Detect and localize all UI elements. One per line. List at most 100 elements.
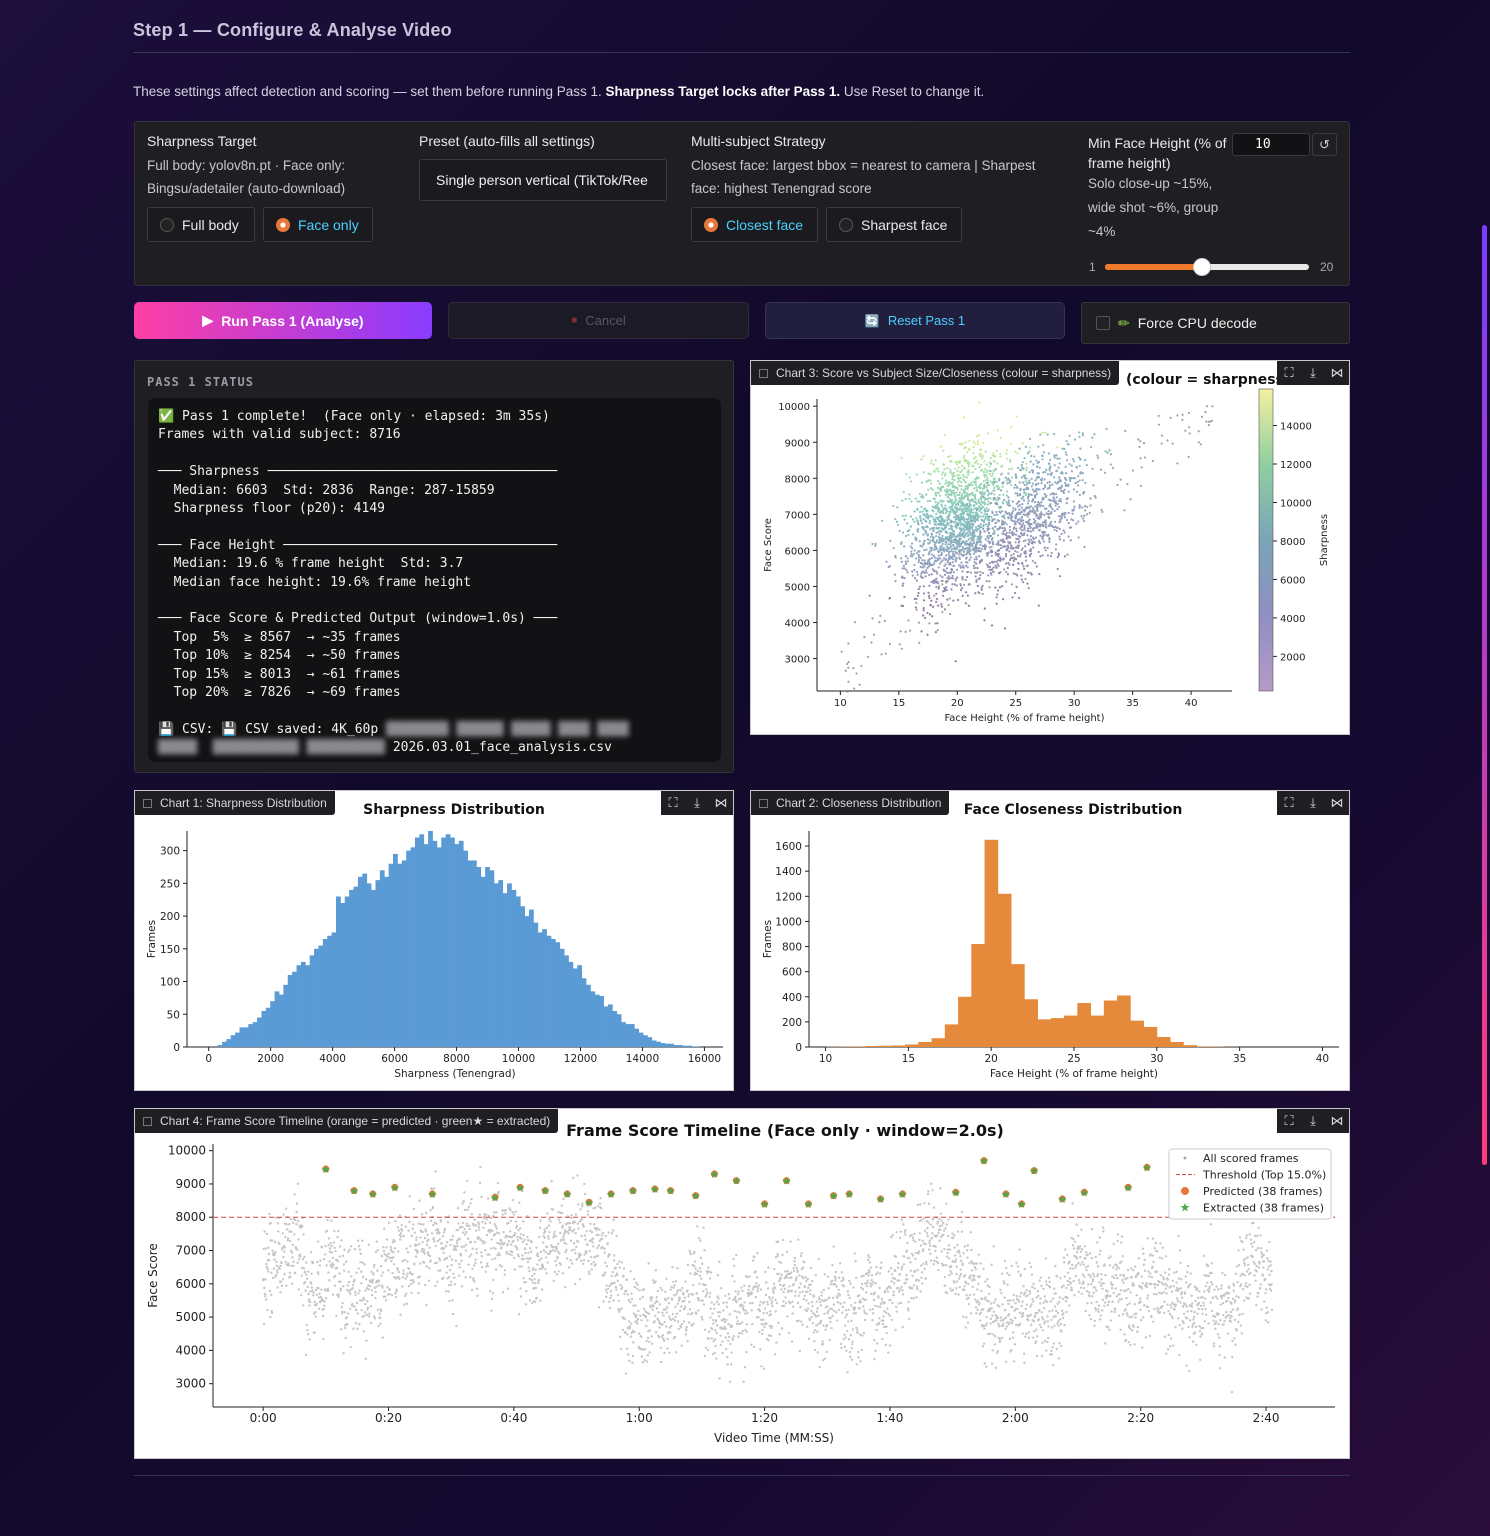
scatter-point <box>995 513 998 516</box>
scored-frame-point <box>776 1240 780 1243</box>
stop-icon: ■ <box>571 315 578 326</box>
scatter-point <box>1017 544 1021 547</box>
scored-frame-point <box>434 1244 438 1248</box>
min-face-number-input[interactable]: 10 <box>1232 133 1310 156</box>
scored-frame-point <box>319 1299 322 1303</box>
scored-frame-point <box>673 1294 676 1297</box>
scored-frame-point <box>754 1295 758 1299</box>
scored-frame-point <box>697 1299 701 1302</box>
scatter-point <box>964 481 967 484</box>
download-icon[interactable]: ⤓ <box>694 795 700 810</box>
expand-icon[interactable]: ⛶ <box>668 795 678 810</box>
scored-frame-point <box>580 1234 583 1238</box>
scored-frame-point <box>365 1286 368 1290</box>
scored-frame-point <box>364 1278 368 1281</box>
scatter-point <box>985 474 988 477</box>
scatter-point <box>952 543 955 547</box>
min-face-slider[interactable] <box>1105 258 1309 276</box>
reset-pass1-button[interactable]: 🔄 Reset Pass 1 <box>765 302 1065 339</box>
scored-frame-point <box>535 1246 538 1249</box>
scatter-point <box>936 622 939 625</box>
share-icon[interactable]: ⋈ <box>1330 795 1344 810</box>
cancel-button[interactable]: ■ Cancel <box>448 302 749 339</box>
scatter-point <box>907 619 910 622</box>
scatter-point <box>967 522 970 525</box>
scatter-point <box>977 505 981 508</box>
run-pass1-button[interactable]: ▶ Run Pass 1 (Analyse) <box>134 302 432 339</box>
histogram-bar <box>322 939 328 1047</box>
histogram-bar <box>423 844 429 1047</box>
scatter-point <box>981 584 984 587</box>
scored-frame-point <box>717 1297 720 1300</box>
scatter-point <box>938 547 941 550</box>
force-cpu-toggle[interactable]: ✏ Force CPU decode <box>1081 302 1350 344</box>
scored-frame-point <box>756 1251 759 1255</box>
scatter-point <box>1048 540 1051 544</box>
scatter-point <box>1015 546 1018 550</box>
scatter-point <box>915 570 919 574</box>
scored-frame-point <box>357 1267 360 1270</box>
scatter-point <box>975 562 978 565</box>
radio-sharpest-face[interactable]: Sharpest face <box>826 207 962 242</box>
x-tick-label: 1:20 <box>751 1411 778 1425</box>
scored-frame-point <box>665 1277 668 1281</box>
scored-frame-point <box>660 1288 664 1292</box>
radio-full-body[interactable]: Full body <box>147 207 255 242</box>
scored-frame-point <box>793 1259 796 1263</box>
scatter-point <box>949 508 952 511</box>
scored-frame-point <box>322 1257 326 1261</box>
scatter-point <box>1065 498 1068 501</box>
scatter-point <box>966 531 969 534</box>
scatter-point <box>1101 510 1104 513</box>
scatter-point <box>999 556 1002 559</box>
scatter-point <box>944 519 947 522</box>
share-icon[interactable]: ⋈ <box>1330 365 1344 380</box>
scored-frame-point <box>465 1230 468 1234</box>
scored-frame-point <box>836 1296 839 1300</box>
radio-closest-face[interactable]: Closest face <box>691 207 818 242</box>
scored-frame-point <box>647 1262 650 1265</box>
radio-face-only[interactable]: Face only <box>263 207 373 242</box>
scatter-point <box>989 469 992 473</box>
y-tick-label: 1400 <box>775 866 802 878</box>
scored-frame-point <box>765 1281 768 1284</box>
download-icon[interactable]: ⤓ <box>1310 1113 1316 1128</box>
scatter-point <box>1057 552 1060 555</box>
scatter-point <box>1035 514 1038 517</box>
scored-frame-point <box>814 1329 817 1332</box>
checkbox[interactable] <box>1096 316 1110 330</box>
colorbar-tick-label: 12000 <box>1280 460 1312 471</box>
scatter-point <box>951 541 954 544</box>
download-icon[interactable]: ⤓ <box>1310 795 1316 810</box>
x-tick-label: 10 <box>819 1053 832 1065</box>
scatter-point <box>978 549 981 552</box>
scored-frame-point <box>390 1259 393 1263</box>
scatter-point <box>983 484 986 488</box>
histogram-bar <box>419 834 425 1047</box>
scatter-point <box>1039 478 1043 481</box>
expand-icon[interactable]: ⛶ <box>1284 1113 1294 1128</box>
scatter-point <box>1047 533 1050 536</box>
scored-frame-point <box>735 1322 739 1326</box>
scatter-point <box>991 560 994 563</box>
preset-select[interactable]: Single person vertical (TikTok/Ree <box>419 159 667 201</box>
scatter-point <box>963 416 966 419</box>
expand-icon[interactable]: ⛶ <box>1284 365 1294 380</box>
download-icon[interactable]: ⤓ <box>1310 365 1316 380</box>
scatter-point <box>1026 564 1030 567</box>
share-icon[interactable]: ⋈ <box>714 795 728 810</box>
scored-frame-point <box>795 1278 798 1281</box>
scatter-point <box>941 471 945 474</box>
scatter-point <box>1077 475 1080 478</box>
slider-thumb[interactable] <box>1192 258 1211 276</box>
scored-frame-point <box>480 1195 483 1199</box>
reset-icon[interactable]: ↺ <box>1312 133 1337 156</box>
scatter-point <box>947 603 950 607</box>
scored-frame-point <box>452 1272 455 1275</box>
scored-frame-point <box>720 1327 724 1331</box>
expand-icon[interactable]: ⛶ <box>1284 795 1294 810</box>
share-icon[interactable]: ⋈ <box>1330 1113 1344 1128</box>
scored-frame-point <box>806 1307 810 1310</box>
scatter-point <box>929 514 932 517</box>
scored-frame-point <box>285 1284 288 1288</box>
